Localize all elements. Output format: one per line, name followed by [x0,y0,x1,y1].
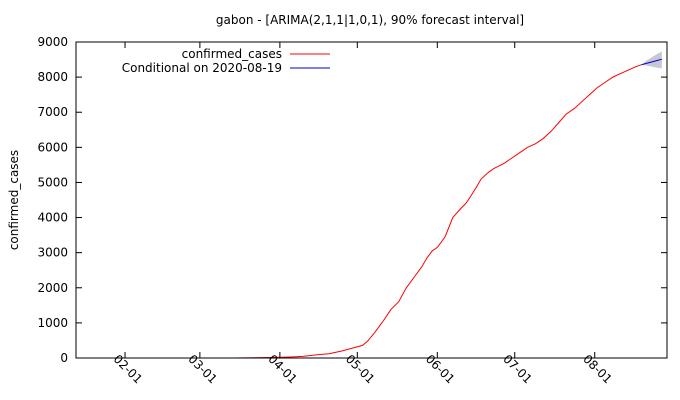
series-line-confirmed-cases [233,64,642,359]
plot-frame [75,41,668,359]
series-line-forecast [641,58,662,66]
forecast-interval-band [641,51,662,69]
x-tick-label: 07-01 [500,352,535,387]
chart-title: gabon - [ARIMA(2,1,1|1,0,1), 90% forecas… [216,13,524,27]
forecast-band [641,51,662,69]
y-axis: 0 1000 2000 3000 4000 5000 6000 7000 8000 9000 [37,35,667,365]
y-tick-label: 9000 [37,35,68,49]
y-tick-label: 0 [60,351,68,365]
y-tick-label: 8000 [37,70,68,84]
y-tick-label: 6000 [37,140,68,154]
x-tick-label: 02-01 [111,352,146,387]
y-tick-label: 1000 [37,316,68,330]
y-tick-label: 2000 [37,281,68,295]
legend-label: confirmed_cases [182,47,282,61]
x-tick-label: 06-01 [423,352,458,387]
y-tick-label: 3000 [37,246,68,260]
y-axis-label: confirmed_cases [7,150,21,250]
x-tick-label: 05-01 [343,352,378,387]
x-tick-label: 08-01 [580,352,615,387]
y-tick-label: 5000 [37,175,68,189]
series-layer [233,58,662,359]
y-tick-label: 4000 [37,211,68,225]
x-tick-label: 03-01 [185,352,220,387]
y-tick-label: 7000 [37,105,68,119]
legend-label: Conditional on 2020-08-19 [122,61,282,75]
x-axis: 02-01 03-01 04-01 05-01 06-01 07-01 08-01 [111,42,615,386]
